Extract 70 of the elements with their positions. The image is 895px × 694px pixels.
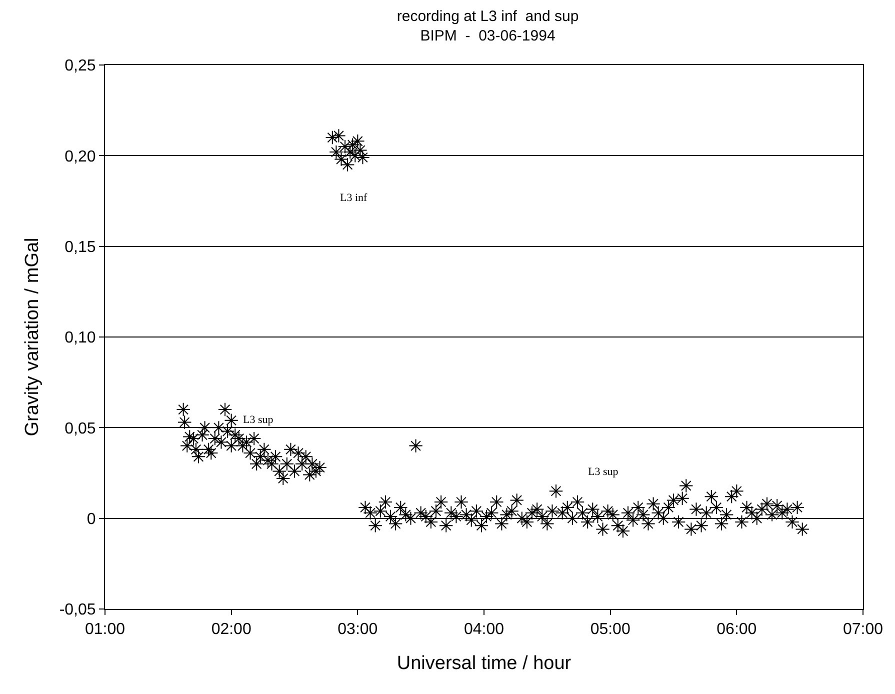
point	[353, 143, 368, 158]
point	[350, 134, 365, 148]
x-tick-label: 03:00	[338, 621, 378, 638]
point	[284, 442, 298, 457]
point	[218, 402, 232, 417]
point	[272, 464, 286, 478]
point	[312, 460, 327, 475]
chart-title: recording at L3 inf and sup	[396, 8, 579, 25]
point	[298, 450, 313, 464]
point	[294, 456, 310, 472]
x-tick-label: 02:00	[211, 621, 252, 638]
point	[253, 450, 268, 464]
y-tick-label: 0,25	[64, 58, 96, 75]
point	[212, 420, 226, 435]
point	[340, 158, 355, 172]
point	[291, 446, 306, 460]
annotation: L3 sup	[243, 414, 274, 426]
point	[191, 450, 206, 464]
point	[308, 464, 324, 478]
point	[204, 446, 218, 460]
point	[346, 138, 360, 152]
point	[287, 464, 302, 478]
point	[228, 428, 242, 442]
x-tick-label: 07:00	[842, 621, 884, 638]
annotation: L3 inf	[340, 192, 368, 204]
y-tick-label: 0,15	[64, 238, 96, 256]
y-tick-label: 0,10	[64, 330, 96, 347]
chart-subtitle: BIPM - 03-06-1994	[420, 27, 556, 44]
point	[232, 431, 246, 446]
point	[243, 446, 258, 460]
point	[236, 438, 250, 453]
annotation: L3 sup	[588, 466, 619, 478]
point	[198, 420, 212, 435]
point	[188, 442, 204, 457]
point	[239, 435, 254, 450]
y-tick-label: 0,20	[64, 148, 96, 166]
x-axis-title: Universal time / hour	[396, 653, 572, 674]
point	[246, 431, 262, 446]
point	[329, 144, 344, 160]
point	[325, 130, 340, 145]
point	[276, 471, 290, 486]
point	[182, 430, 197, 444]
point	[334, 152, 348, 166]
x-tick-label: 05:00	[590, 621, 630, 638]
point	[177, 415, 192, 430]
x-tick-label: 04:00	[464, 621, 504, 638]
point	[224, 438, 238, 453]
y-tick-label: 0	[86, 510, 96, 528]
point	[280, 456, 294, 472]
point	[264, 456, 279, 472]
point	[268, 450, 283, 464]
point	[332, 128, 346, 143]
x-tick-label: 06:00	[716, 621, 757, 638]
y-axis-title: Gravity variation / mGal	[22, 238, 44, 436]
point	[260, 453, 276, 468]
point	[305, 456, 320, 472]
point	[180, 438, 194, 453]
point	[176, 402, 190, 417]
point	[195, 428, 210, 442]
point	[250, 456, 264, 472]
point	[201, 442, 216, 457]
point	[224, 413, 238, 428]
point	[186, 431, 201, 446]
x-tick-label: 01:00	[84, 621, 126, 638]
point	[220, 424, 235, 438]
point	[338, 140, 352, 154]
y-tick-label: -0,05	[59, 602, 96, 619]
point	[302, 468, 317, 482]
point	[257, 442, 272, 457]
y-tick-label: 0,05	[64, 420, 96, 438]
